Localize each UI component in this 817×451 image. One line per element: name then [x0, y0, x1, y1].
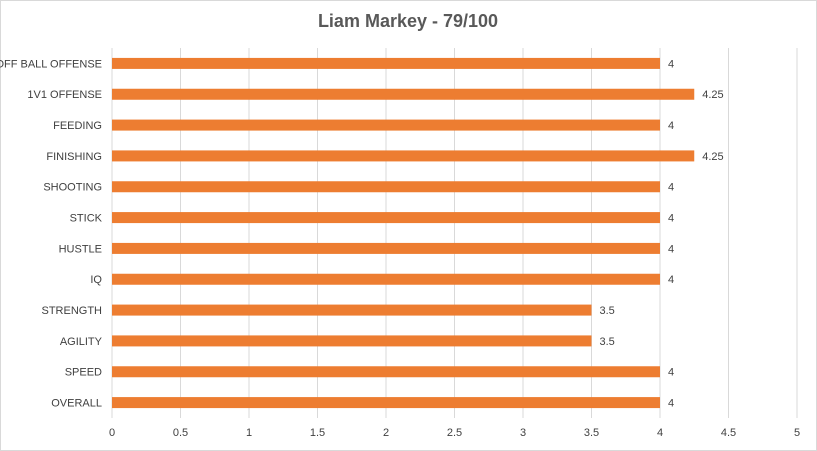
bar: [112, 335, 592, 347]
y-tick-label: FINISHING: [46, 151, 102, 163]
data-label: 4: [668, 243, 674, 255]
bar: [112, 88, 695, 100]
y-tick-label: STRENGTH: [42, 305, 103, 317]
bar: [112, 119, 660, 131]
bar: [112, 212, 660, 224]
x-tick-label: 5: [794, 427, 800, 439]
bar: [112, 366, 660, 378]
x-tick-label: 2.5: [447, 427, 462, 439]
data-label: 4: [668, 120, 674, 132]
x-tick-label: 0.5: [173, 427, 188, 439]
x-tick-label: 3: [520, 427, 526, 439]
y-tick-label: SHOOTING: [43, 182, 102, 194]
x-tick-label: 3.5: [584, 427, 599, 439]
x-tick-label: 1: [246, 427, 252, 439]
y-tick-label: AGILITY: [60, 336, 103, 348]
bar: [112, 150, 695, 162]
x-tick-label: 1.5: [310, 427, 325, 439]
y-tick-label: OVERALL: [51, 397, 102, 409]
data-label: 3.5: [600, 305, 615, 317]
bar: [112, 57, 660, 69]
y-tick-label: FEEDING: [53, 120, 102, 132]
data-label: 4: [668, 367, 674, 379]
data-label: 4: [668, 274, 674, 286]
data-label: 4: [668, 182, 674, 194]
y-tick-label: OFF BALL OFFENSE: [0, 58, 102, 70]
x-tick-label: 4: [657, 427, 663, 439]
data-label: 4.25: [702, 151, 723, 163]
y-tick-label: SPEED: [65, 367, 102, 379]
bar: [112, 273, 660, 285]
y-tick-label: HUSTLE: [59, 243, 102, 255]
bar: [112, 242, 660, 254]
y-tick-label: IQ: [90, 274, 102, 286]
data-label: 3.5: [600, 336, 615, 348]
data-label: 4: [668, 397, 674, 409]
bar: [112, 397, 660, 409]
y-tick-label: 1V1 OFFENSE: [27, 89, 102, 101]
data-label: 4.25: [702, 89, 723, 101]
data-label: 4: [668, 212, 674, 224]
chart-title: Liam Markey - 79/100: [318, 11, 498, 31]
x-tick-label: 4.5: [721, 427, 736, 439]
bar: [112, 181, 660, 193]
data-label: 4: [668, 58, 674, 70]
x-tick-label: 0: [109, 427, 115, 439]
y-tick-label: STICK: [70, 212, 103, 224]
x-tick-label: 2: [383, 427, 389, 439]
bar: [112, 304, 592, 316]
